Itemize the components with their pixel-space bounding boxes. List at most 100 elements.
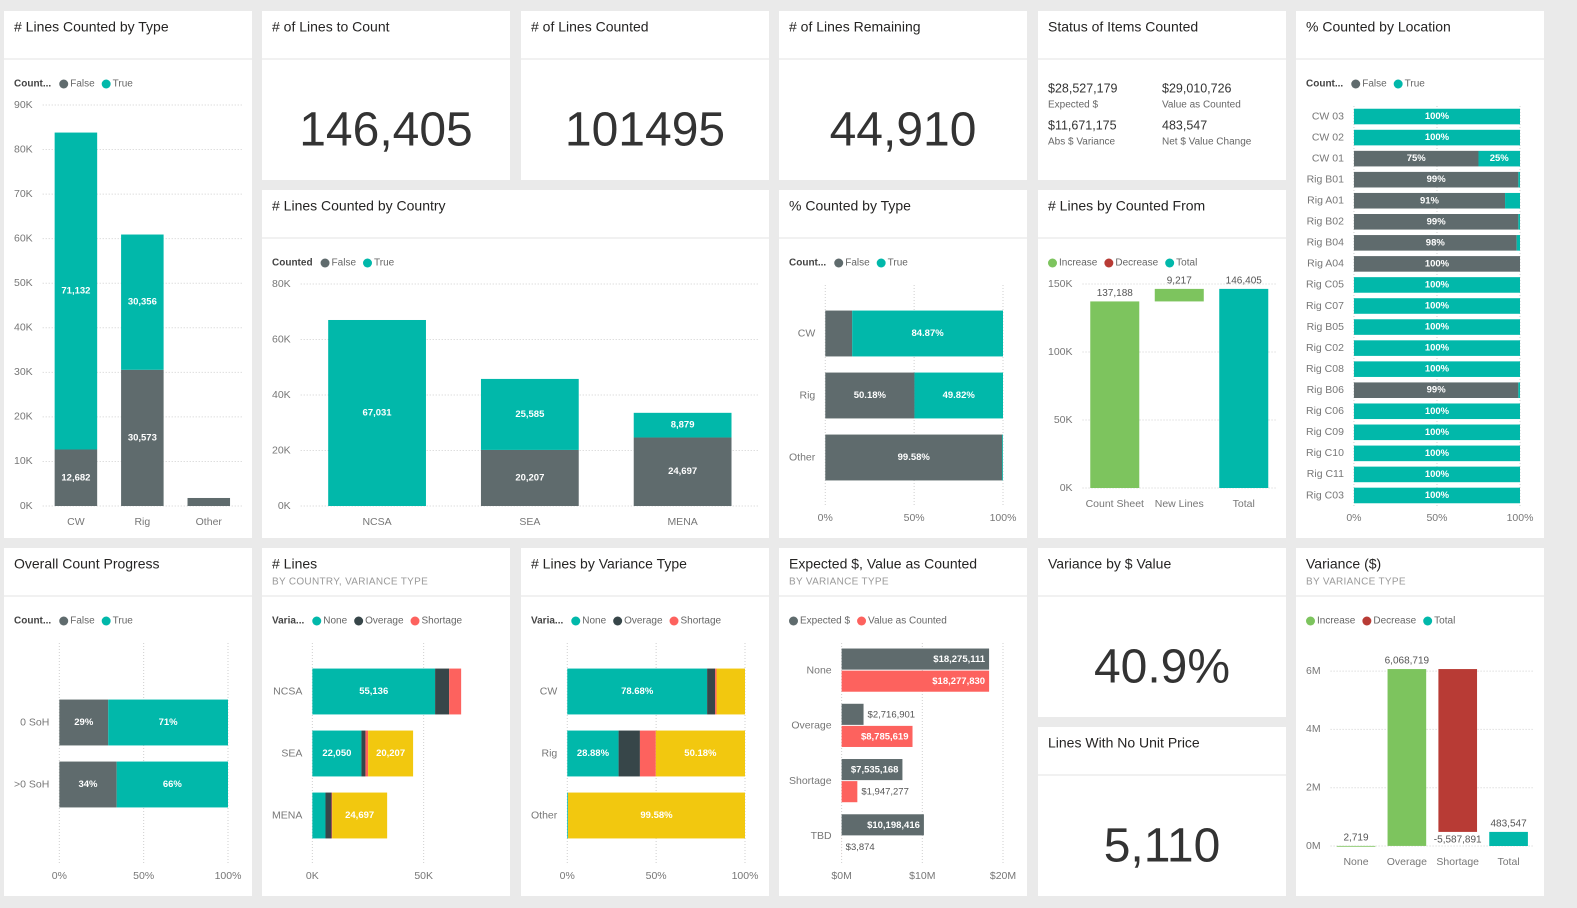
x-tick-label: $20M [990,870,1016,882]
data-label: 100% [1425,448,1450,459]
tile [262,11,510,180]
bar-segment [1353,340,1520,356]
legend-label: True [113,79,134,90]
bar-segment [1002,434,1003,481]
bar-segment [1353,256,1520,272]
bar-segment [325,792,332,839]
y-category-label: Rig B04 [1307,237,1345,249]
data-label: $7,535,168 [851,765,899,776]
legend-marker [1165,258,1175,268]
legend-marker [857,616,867,626]
bar-segment [1516,235,1520,251]
legend-label: Expected $ [800,616,850,627]
data-label: 8,879 [671,420,695,431]
legend-marker [571,616,581,626]
legend-marker [1351,79,1361,89]
data-label: 91% [1420,195,1440,206]
tile [262,548,510,896]
data-label: 29% [74,717,94,728]
tile-title: # Lines by Variance Type [531,556,687,572]
data-label: 24,697 [668,466,697,477]
data-label: 25% [1490,153,1510,164]
legend-title: Count... [789,258,826,269]
data-label: 24,697 [345,810,374,821]
bar-segment [655,730,745,777]
data-label: 100% [1425,301,1450,312]
x-tick-label: 50% [1426,512,1447,524]
y-category-label: CW [798,327,816,339]
x-tick-label: $10M [909,870,935,882]
kpi-value: 146,405 [299,104,473,157]
x-category-label: Total [1497,856,1519,868]
legend-label: Total [1434,616,1455,627]
legend-marker [320,258,330,268]
legend-marker [1048,258,1057,268]
y-category-label: CW [540,685,558,697]
data-label: 28.88% [577,748,610,759]
y-category-label: Rig C07 [1306,300,1344,312]
y-tick-label: 30K [14,366,33,378]
y-category-label: 0 SoH [20,716,49,728]
data-label: $8,785,619 [861,731,909,742]
data-label: 99% [1427,216,1447,227]
bar-segment [716,668,745,715]
y-tick-label: 80K [272,278,291,290]
bar-segment [1353,445,1520,462]
legend-marker [1306,616,1315,626]
legend-marker [312,616,322,626]
bar-segment [914,372,1003,419]
legend-label: False [70,79,95,90]
y-tick-label: 2M [1306,781,1321,793]
y-category-label: Shortage [789,775,832,787]
bar-segment [633,437,732,506]
data-label: $18,275,111 [933,654,985,665]
bar-segment [1353,192,1506,209]
x-tick-label: 0% [818,512,833,524]
x-category-label: Other [196,516,223,528]
bar-segment [480,449,579,506]
bar [841,759,903,781]
waterfall-bar [1154,288,1204,302]
legend-marker [789,616,798,626]
y-category-label: >0 SoH [14,778,49,790]
bar-segment [1353,466,1520,483]
y-category-label: Rig C03 [1306,489,1344,501]
legend-label: None [323,616,347,627]
legend-label: True [113,616,134,627]
bar-segment [1353,319,1520,335]
legend-marker [613,616,623,626]
y-category-label: Rig [800,389,816,401]
bar-segment [1353,108,1520,125]
y-category-label: CW 02 [1312,131,1344,143]
kpi-value: 40.9% [1094,641,1230,694]
bar-segment [312,792,326,839]
legend-title: Varia... [272,616,304,627]
data-label: 100% [1425,111,1450,122]
legend-marker [1393,79,1403,89]
tile-title: Lines With No Unit Price [1048,735,1200,751]
legend-marker [354,616,364,626]
x-category-label: None [1343,856,1368,868]
data-label: 146,405 [1226,276,1263,287]
y-category-label: Rig A01 [1307,195,1344,207]
bar-segment [121,369,164,506]
y-tick-label: 0K [20,500,33,512]
x-category-label: CW [67,516,85,528]
bar [841,725,913,747]
data-label: 34% [78,779,98,790]
bar-segment [1353,382,1519,398]
data-label: 6,068,719 [1385,656,1430,667]
legend-label: Increase [1059,258,1098,269]
y-category-label: Other [531,809,558,821]
legend-marker [669,616,679,626]
waterfall-bar [1438,669,1478,832]
waterfall-bar [1489,831,1528,846]
status-value: $28,527,179 [1048,81,1118,95]
x-tick-label: 50% [133,870,154,882]
data-label: 49.82% [943,390,976,401]
bar-segment [1353,277,1520,293]
legend-label: Overage [365,616,404,627]
status-value: $29,010,726 [1162,81,1232,95]
data-label: 99.58% [640,810,673,821]
